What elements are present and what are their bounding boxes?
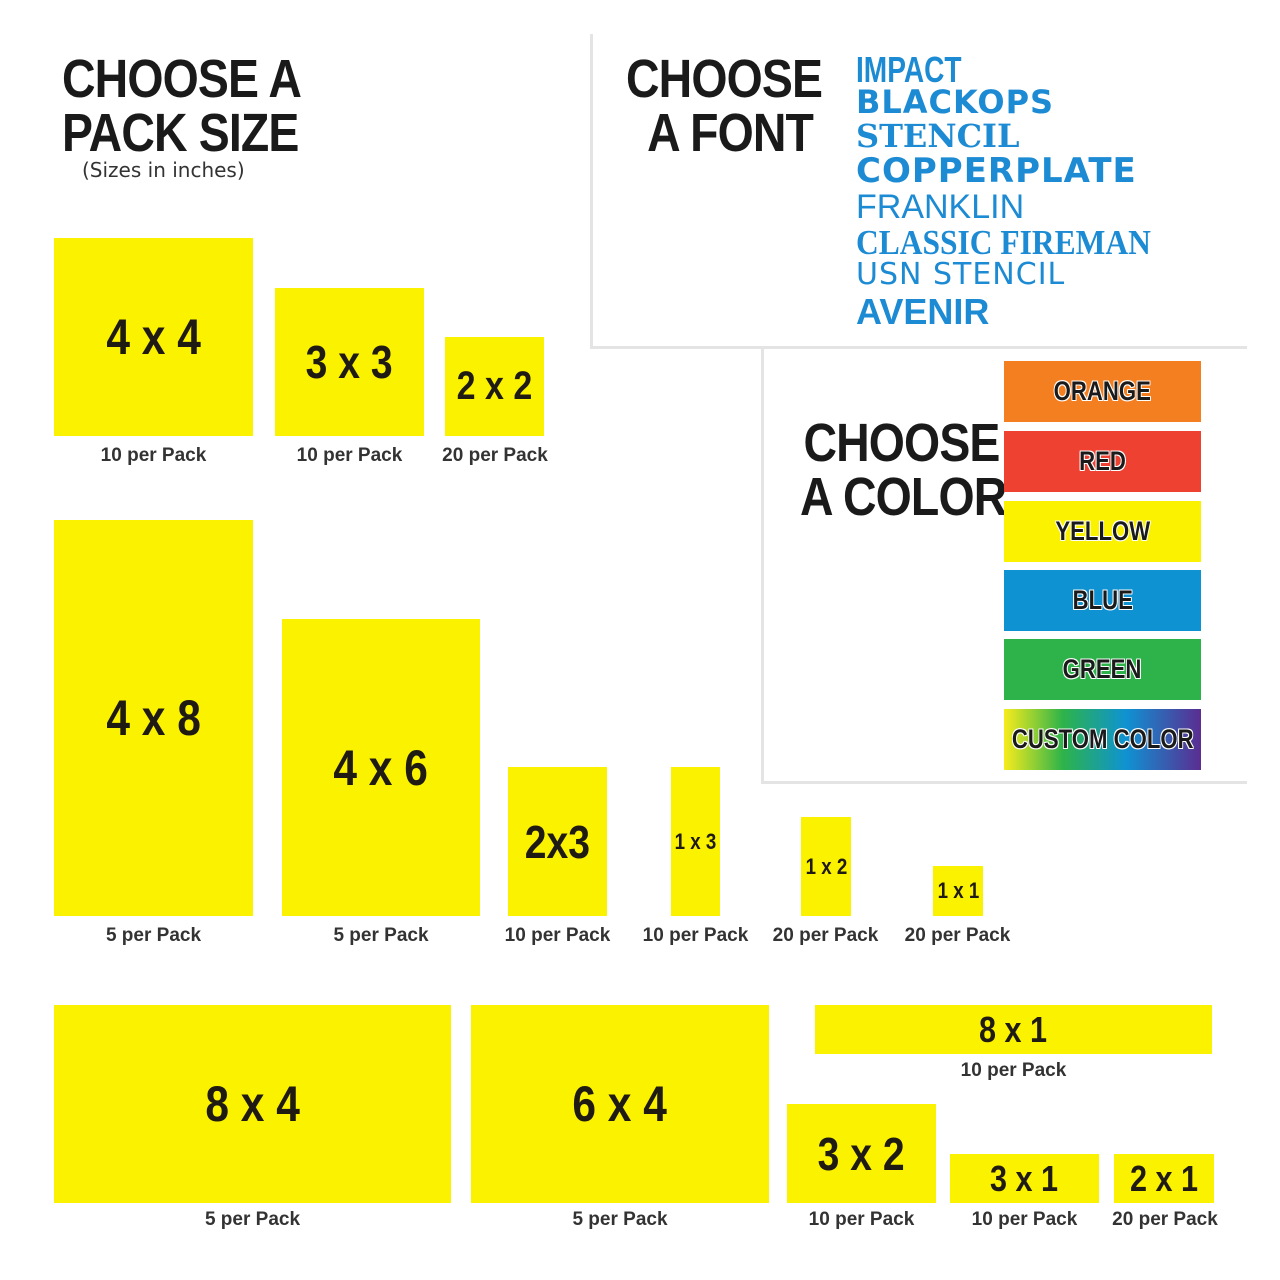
- swatch-label: RED: [1079, 446, 1126, 476]
- swatch-label: ORANGE: [1053, 376, 1152, 406]
- size-tile-2x1[interactable]: 2 x 1: [1114, 1154, 1214, 1203]
- color-heading-line1: CHOOSE: [803, 413, 1000, 473]
- size-tile-1x2[interactable]: 1 x 2: [801, 817, 851, 916]
- pack-qty: 5 per Pack: [333, 925, 429, 946]
- font-heading-line1: CHOOSE: [626, 49, 823, 109]
- size-label: 2 x 2: [456, 364, 533, 408]
- size-tile-8x1[interactable]: 8 x 1: [815, 1005, 1212, 1054]
- color-heading: CHOOSE A COLOR: [800, 413, 1007, 527]
- size-tile-3x1[interactable]: 3 x 1: [950, 1154, 1099, 1203]
- size-label: 3 x 1: [990, 1157, 1059, 1199]
- font-option-blackops[interactable]: BLACKOPS: [856, 83, 1055, 121]
- pack-heading-line2: PACK SIZE: [62, 103, 299, 163]
- size-label: 2x3: [524, 815, 591, 868]
- size-tile-4x6[interactable]: 4 x 6: [282, 619, 480, 916]
- size-tile-6x4[interactable]: 6 x 4: [471, 1005, 769, 1203]
- pack-qty: 10 per Pack: [960, 1060, 1067, 1081]
- size-label: 6 x 4: [572, 1076, 668, 1132]
- color-swatch-green[interactable]: GREEN: [1004, 639, 1201, 700]
- pack-qty: 10 per Pack: [808, 1209, 915, 1230]
- pack-qty: 10 per Pack: [642, 925, 749, 946]
- swatch-label: GREEN: [1063, 654, 1142, 684]
- pack-qty: 10 per Pack: [100, 445, 207, 466]
- pack-size-heading: CHOOSE A PACK SIZE: [62, 49, 302, 163]
- pack-qty: 20 per Pack: [442, 445, 548, 466]
- pack-qty: 10 per Pack: [971, 1209, 1078, 1230]
- swatch-label: BLUE: [1072, 585, 1133, 615]
- pack-size-subtitle: (Sizes in inches): [82, 158, 245, 182]
- pack-qty: 20 per Pack: [904, 925, 1011, 946]
- pack-qty: 5 per Pack: [105, 925, 202, 946]
- size-tile-4x4[interactable]: 4 x 4: [54, 238, 253, 436]
- color-heading-line2: A COLOR: [800, 467, 1007, 527]
- size-label: 4 x 6: [333, 739, 429, 796]
- color-swatch-red[interactable]: RED: [1004, 431, 1201, 492]
- swatch-label: CUSTOM COLOR: [1011, 724, 1194, 754]
- color-swatch-orange[interactable]: ORANGE: [1004, 361, 1201, 422]
- font-heading: CHOOSE A FONT: [626, 49, 823, 163]
- font-option-stencil[interactable]: STENCIL: [856, 117, 1020, 155]
- size-tile-1x3[interactable]: 1 x 3: [671, 767, 720, 916]
- pack-qty: 20 per Pack: [772, 925, 879, 946]
- size-tile-2x3[interactable]: 2x3: [508, 767, 607, 916]
- font-option-franklin[interactable]: FRANKLIN: [856, 188, 1025, 226]
- font-panel: [590, 34, 1247, 349]
- pack-qty: 20 per Pack: [1112, 1209, 1218, 1230]
- size-tile-8x4[interactable]: 8 x 4: [54, 1005, 451, 1203]
- size-tile-3x2[interactable]: 3 x 2: [787, 1104, 936, 1203]
- size-tile-1x1[interactable]: 1 x 1: [933, 866, 983, 916]
- pack-qty: 5 per Pack: [204, 1209, 301, 1230]
- size-label: 3 x 3: [306, 336, 393, 388]
- size-label: 1 x 3: [674, 828, 717, 854]
- size-label: 1 x 1: [937, 878, 979, 903]
- color-swatch-blue[interactable]: BLUE: [1004, 570, 1201, 631]
- font-option-usn-stencil[interactable]: USN STENCIL: [856, 257, 1066, 292]
- pack-qty: 10 per Pack: [504, 925, 611, 946]
- font-option-classic-fireman[interactable]: CLASSIC FIREMAN: [856, 223, 1151, 262]
- swatch-label: YELLOW: [1055, 516, 1150, 546]
- size-tile-2x2[interactable]: 2 x 2: [445, 337, 544, 436]
- pack-heading-line1: CHOOSE A: [62, 49, 302, 109]
- size-label: 4 x 4: [106, 309, 201, 365]
- pack-qty: 5 per Pack: [572, 1209, 668, 1230]
- font-heading-line2: A FONT: [647, 103, 814, 163]
- pack-qty: 10 per Pack: [296, 445, 403, 466]
- color-swatch-custom[interactable]: CUSTOM COLOR: [1004, 709, 1201, 770]
- font-option-copperplate[interactable]: COPPERPLATE: [856, 151, 1137, 191]
- size-label: 2 x 1: [1129, 1157, 1199, 1199]
- size-label: 8 x 4: [205, 1076, 300, 1132]
- size-label: 4 x 8: [106, 690, 201, 746]
- size-label: 3 x 2: [818, 1127, 905, 1180]
- size-tile-3x3[interactable]: 3 x 3: [275, 288, 424, 436]
- font-option-impact[interactable]: IMPACT: [856, 49, 962, 90]
- color-swatch-yellow[interactable]: YELLOW: [1004, 501, 1201, 562]
- size-label: 8 x 1: [979, 1008, 1048, 1050]
- font-option-avenir[interactable]: AVENIR: [856, 291, 990, 332]
- size-tile-4x8[interactable]: 4 x 8: [54, 520, 253, 916]
- size-label: 1 x 2: [805, 853, 847, 879]
